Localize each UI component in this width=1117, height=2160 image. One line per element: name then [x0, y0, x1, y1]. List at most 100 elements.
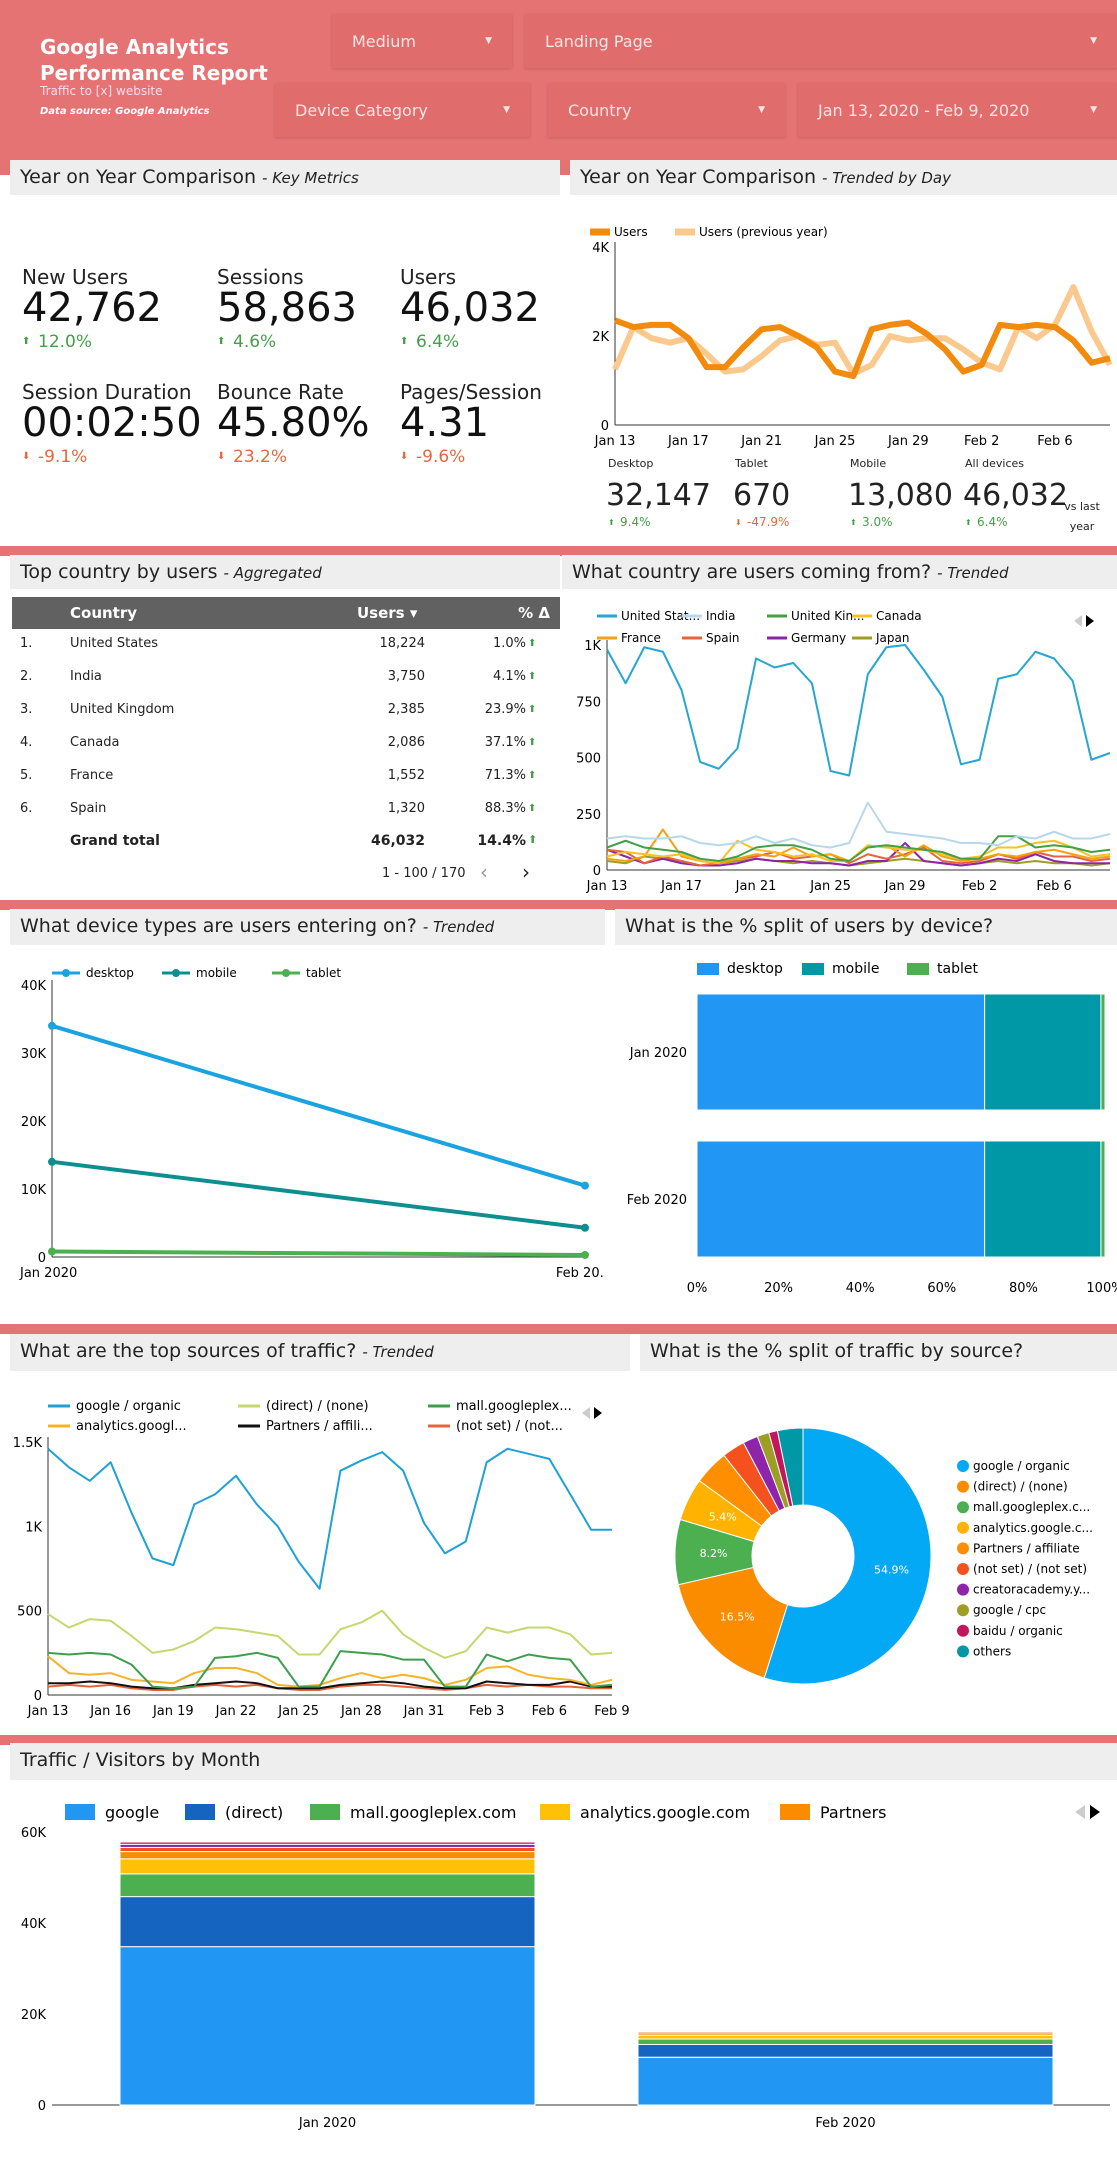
y-tick-label: 500: [576, 752, 601, 767]
x-tick-label: Jan 31: [403, 1704, 445, 1719]
legend-label: mall.googleplex.c...: [973, 1500, 1090, 1514]
arrow-up-icon: ⬆: [217, 336, 226, 347]
legend-swatch: [780, 1804, 810, 1820]
bar-segment: [119, 1873, 536, 1898]
legend-label: google: [105, 1803, 159, 1822]
caret-down-icon: ▼: [503, 105, 510, 115]
legend-label: mobile: [832, 961, 879, 977]
row-country[interactable]: Spain: [70, 801, 107, 816]
x-tick-label: Jan 25: [814, 434, 856, 449]
bar-segment-tablet: [1100, 993, 1106, 1111]
prev-page-button[interactable]: ‹: [480, 860, 488, 884]
legend-label: tablet: [306, 966, 341, 980]
arrow-down-icon: ⬇: [22, 451, 31, 462]
legend-prev-icon[interactable]: [582, 1407, 590, 1419]
x-tick-label: Feb 6: [532, 1704, 567, 1719]
arrow-down-icon: ⬇: [217, 451, 226, 462]
row-pct-change: 37.1%: [484, 735, 526, 750]
legend-label: (not set) / (not set): [973, 1562, 1087, 1576]
legend-swatch: [540, 1804, 570, 1820]
category-label: Jan 2020: [629, 1046, 687, 1061]
y-tick-label: 0: [38, 2099, 46, 2114]
x-tick-label: Feb 20...: [556, 1266, 605, 1281]
source-donut-chart: 54.9% google / organic 16.5% (direct) / (no…: [674, 1427, 1093, 1685]
row-country[interactable]: Canada: [70, 735, 120, 750]
column-header-users[interactable]: Users ▾: [357, 604, 418, 622]
x-tick-label: Jan 13: [586, 879, 628, 894]
x-tick-label: 80%: [1009, 1281, 1038, 1296]
pie-slice: [763, 1427, 932, 1685]
row-rank: 6.: [20, 801, 33, 816]
row-rank: 5.: [20, 768, 33, 783]
device-value: 13,080: [848, 478, 953, 513]
x-tick-label: Jan 21: [740, 434, 782, 449]
legend-label: United Stat...: [621, 609, 700, 623]
legend-prev-icon[interactable]: [1074, 615, 1082, 627]
legend-label: google / cpc: [973, 1603, 1046, 1617]
pie-slice: [677, 1566, 789, 1679]
legend-label: mobile: [196, 966, 237, 980]
metric-label: Sessions: [217, 265, 304, 289]
legend-swatch: [957, 1645, 969, 1658]
section-title-device-trended: What device types are users entering on?…: [10, 909, 605, 945]
bar-segment: [637, 2056, 1054, 2106]
metric-value: 4.31: [400, 400, 490, 446]
row-country[interactable]: India: [70, 669, 102, 684]
legend-label: United Kin...: [791, 609, 865, 623]
arrow-up-icon: ⬆: [965, 518, 972, 527]
section-divider: [0, 546, 1117, 556]
filter-landing-page[interactable]: Landing Page ▼: [525, 14, 1117, 68]
row-users: 18,224: [379, 636, 426, 651]
x-tick-label: Jan 13: [594, 434, 636, 449]
section-divider: [0, 1735, 1117, 1745]
row-country[interactable]: France: [70, 768, 114, 783]
legend-label: tablet: [937, 961, 978, 977]
metric-value: 42,762: [22, 285, 162, 331]
filter-country[interactable]: Country ▼: [548, 83, 785, 137]
y-tick-label: 0: [38, 1251, 46, 1266]
legend-label: India: [706, 609, 735, 623]
x-tick-label: Jan 28: [340, 1704, 382, 1719]
arrow-up-icon: ⬆: [528, 638, 537, 649]
row-country[interactable]: United Kingdom: [70, 702, 175, 717]
device-value: 670: [733, 478, 791, 513]
pie-slice: [776, 1427, 804, 1507]
device-value: 46,032: [963, 478, 1068, 513]
filter-medium[interactable]: Medium ▼: [332, 14, 512, 68]
row-pct-change: 1.0%: [492, 636, 526, 651]
metric-change: 12.0%: [38, 332, 93, 352]
caret-down-icon: ▼: [758, 105, 765, 115]
report-title: Google Analytics Performance Report: [40, 35, 268, 85]
x-tick-label: Feb 2: [962, 879, 997, 894]
legend-next-icon[interactable]: [1086, 615, 1094, 627]
grand-total-label: Grand total: [70, 833, 160, 849]
legend-label: (not set) / (not...: [456, 1419, 563, 1434]
row-pct-change: 88.3%: [484, 801, 526, 816]
legend-label: (direct): [225, 1803, 283, 1822]
date-range-picker[interactable]: Jan 13, 2020 - Feb 9, 2020 ▼: [798, 83, 1117, 137]
legend-prev-icon[interactable]: [1075, 1805, 1085, 1819]
data-point: [581, 1250, 589, 1259]
legend-swatch: [957, 1542, 969, 1555]
column-header-country[interactable]: Country: [70, 604, 138, 622]
caret-down-icon: ▼: [1090, 36, 1097, 46]
row-users: 3,750: [387, 669, 425, 684]
pagination-label: 1 - 100 / 170: [382, 866, 466, 881]
bar-segment-desktop: [696, 993, 986, 1111]
caret-down-icon: ▼: [1090, 105, 1097, 115]
series-line-1: [51, 1159, 586, 1230]
column-header-pct-change[interactable]: % Δ: [518, 604, 550, 622]
section-divider: [0, 1324, 1117, 1334]
filter-device-category[interactable]: Device Category ▼: [275, 83, 530, 137]
legend-label: Spain: [706, 631, 740, 645]
series-line-4: [48, 1680, 612, 1690]
bar-segment-mobile: [984, 1140, 1102, 1258]
legend-swatch: [282, 969, 290, 977]
x-tick-label: Feb 2020: [815, 2116, 875, 2131]
legend-label: desktop: [86, 966, 134, 980]
next-page-button[interactable]: ›: [522, 860, 530, 884]
row-country[interactable]: United States: [70, 636, 159, 651]
legend-next-icon[interactable]: [594, 1407, 602, 1419]
series-line-0: [47, 1447, 612, 1590]
legend-next-icon[interactable]: [1090, 1805, 1100, 1819]
